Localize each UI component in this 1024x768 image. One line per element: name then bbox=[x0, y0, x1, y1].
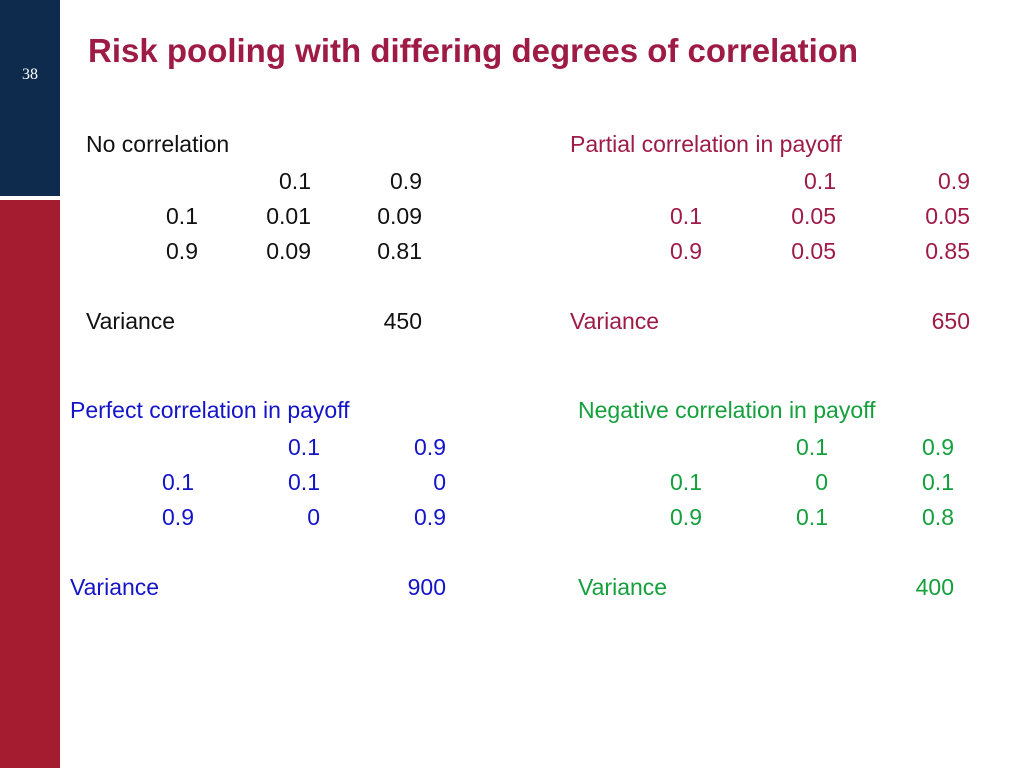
col-header-2: 0.9 bbox=[390, 168, 422, 194]
variance-label: Variance bbox=[86, 308, 176, 334]
block-partial-correlation: Partial correlation in payoff 0.1 0.9 0.… bbox=[570, 131, 974, 341]
row-1-cell-1: 0.05 bbox=[791, 203, 836, 229]
col-header-1: 0.1 bbox=[279, 168, 311, 194]
row-1-cell-1: 0 bbox=[815, 469, 828, 495]
sidebar-red-bar bbox=[0, 200, 60, 768]
slide-title: Risk pooling with differing degrees of c… bbox=[88, 32, 859, 69]
col-header-2: 0.9 bbox=[922, 434, 954, 460]
variance-label: Variance bbox=[70, 574, 160, 600]
variance-value: 450 bbox=[383, 308, 422, 334]
row-1-header: 0.1 bbox=[670, 203, 702, 229]
row-1-cell-1: 0.1 bbox=[288, 469, 320, 495]
row-1-header: 0.1 bbox=[670, 469, 702, 495]
variance-label: Variance bbox=[578, 574, 668, 600]
row-2-cell-2: 0.8 bbox=[922, 504, 954, 530]
variance-label: Variance bbox=[570, 308, 660, 334]
sidebar-navy-bar bbox=[0, 0, 60, 196]
row-1-cell-2: 0.09 bbox=[377, 203, 422, 229]
row-2-header: 0.9 bbox=[670, 504, 702, 530]
block-label: Partial correlation in payoff bbox=[570, 131, 842, 157]
col-header-1: 0.1 bbox=[796, 434, 828, 460]
block-label: No correlation bbox=[86, 131, 230, 157]
variance-value: 650 bbox=[931, 308, 970, 334]
row-2-cell-1: 0.09 bbox=[266, 238, 311, 264]
row-1-cell-2: 0 bbox=[433, 469, 446, 495]
row-1-header: 0.1 bbox=[162, 469, 194, 495]
block-perfect-correlation: Perfect correlation in payoff 0.1 0.9 0.… bbox=[70, 397, 450, 607]
row-1-cell-2: 0.1 bbox=[922, 469, 954, 495]
row-2-header: 0.9 bbox=[162, 504, 194, 530]
row-1-header: 0.1 bbox=[166, 203, 198, 229]
row-2-cell-1: 0.05 bbox=[791, 238, 836, 264]
block-no-correlation: No correlation 0.1 0.9 0.1 0.01 0.09 0.9… bbox=[86, 131, 426, 341]
block-label: Perfect correlation in payoff bbox=[70, 397, 350, 423]
col-header-2: 0.9 bbox=[414, 434, 446, 460]
row-2-cell-1: 0 bbox=[307, 504, 320, 530]
row-2-header: 0.9 bbox=[166, 238, 198, 264]
row-1-cell-2: 0.05 bbox=[925, 203, 970, 229]
variance-value: 900 bbox=[407, 574, 446, 600]
col-header-1: 0.1 bbox=[288, 434, 320, 460]
block-label: Negative correlation in payoff bbox=[578, 397, 876, 423]
page-number: 38 bbox=[22, 66, 38, 83]
row-2-header: 0.9 bbox=[670, 238, 702, 264]
col-header-1: 0.1 bbox=[804, 168, 836, 194]
row-2-cell-2: 0.85 bbox=[925, 238, 970, 264]
row-1-cell-1: 0.01 bbox=[266, 203, 311, 229]
block-negative-correlation: Negative correlation in payoff 0.1 0.9 0… bbox=[578, 397, 958, 607]
col-header-2: 0.9 bbox=[938, 168, 970, 194]
variance-value: 400 bbox=[915, 574, 954, 600]
row-2-cell-2: 0.81 bbox=[377, 238, 422, 264]
row-2-cell-2: 0.9 bbox=[414, 504, 446, 530]
row-2-cell-1: 0.1 bbox=[796, 504, 828, 530]
